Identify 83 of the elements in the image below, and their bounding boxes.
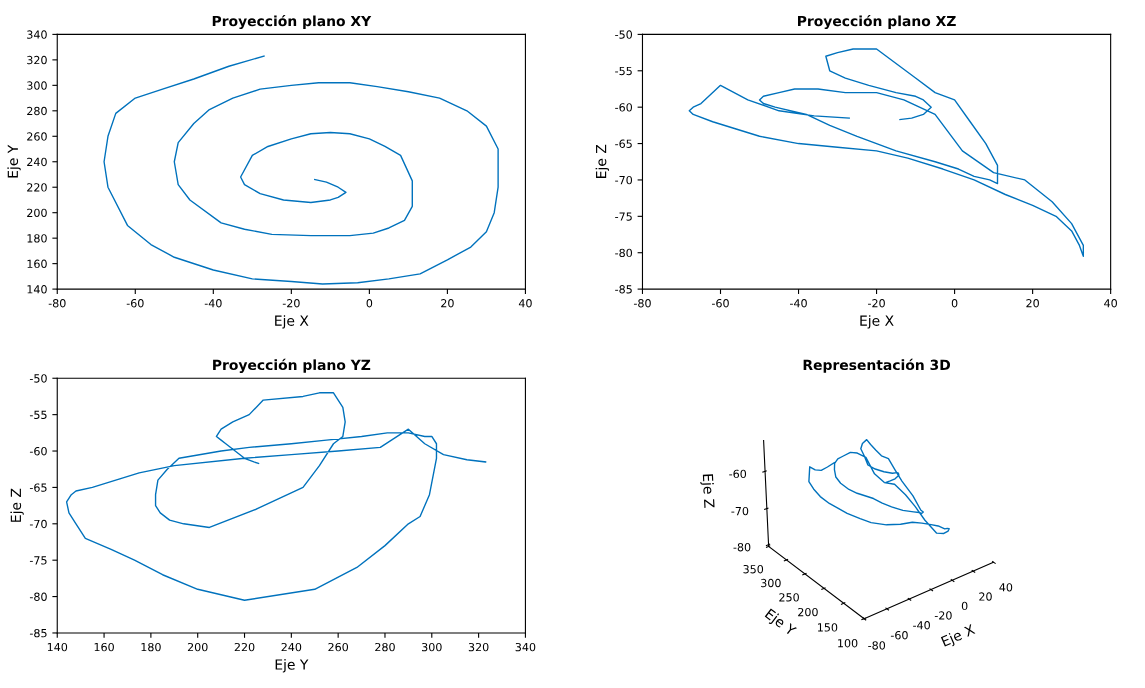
y-tick-label: 220 bbox=[27, 183, 47, 192]
x-tick-label: 20 bbox=[441, 299, 454, 308]
text: 100 bbox=[838, 638, 858, 648]
x-tick-label: -80 bbox=[48, 299, 66, 308]
text: Representación 3D bbox=[803, 358, 951, 373]
text: -60 bbox=[729, 469, 747, 479]
y-tick-label: 260 bbox=[27, 132, 47, 141]
y-tick-label: -75 bbox=[29, 556, 47, 565]
y-tick-label: 320 bbox=[27, 55, 47, 65]
y-tick-label: -80 bbox=[29, 592, 47, 601]
text: -80 bbox=[733, 542, 751, 552]
y-tick-label: -65 bbox=[29, 483, 47, 492]
y-tick-label: 180 bbox=[27, 234, 47, 243]
chart-title: Proyección plano YZ bbox=[213, 358, 371, 373]
y-axis-title: Eje Y bbox=[7, 144, 21, 178]
y-tick-label: -65 bbox=[615, 139, 632, 148]
y-tick-label: -85 bbox=[615, 285, 632, 294]
y-tick-label: 300 bbox=[27, 81, 47, 90]
text: 200 bbox=[798, 607, 818, 617]
y-tick-label: 160 bbox=[27, 259, 47, 269]
text: Eje Z bbox=[699, 474, 715, 509]
x-tick-label: 0 bbox=[366, 299, 373, 308]
chart-title: Proyección plano XY bbox=[212, 14, 372, 30]
x-tick-label: 320 bbox=[468, 642, 489, 652]
x-tick-label: 40 bbox=[518, 299, 532, 308]
text: 300 bbox=[761, 578, 781, 588]
x-tick-label: 0 bbox=[951, 299, 958, 308]
text: Eje Y bbox=[763, 608, 798, 639]
y-tick-label: -70 bbox=[615, 175, 633, 185]
text: -20 bbox=[934, 611, 952, 620]
y-tick-label: -85 bbox=[29, 628, 47, 638]
y-tick-label: 200 bbox=[27, 208, 47, 218]
line-series bbox=[103, 55, 499, 285]
x-axis-title: Eje X bbox=[860, 315, 894, 329]
text: -70 bbox=[731, 506, 749, 516]
x-tick-label: 180 bbox=[141, 642, 161, 652]
x-axis-title: Eje X bbox=[275, 315, 309, 329]
y-tick-label: -55 bbox=[29, 410, 47, 420]
x-tick-label: -60 bbox=[126, 299, 144, 308]
y-tick-label: -55 bbox=[615, 66, 632, 76]
y-tick-label: -50 bbox=[29, 374, 47, 383]
x-tick-label: -20 bbox=[282, 299, 300, 308]
text: 40 bbox=[999, 583, 1013, 592]
text: 350 bbox=[743, 564, 764, 574]
x-tick-label: 160 bbox=[94, 642, 114, 652]
x-tick-label: 20 bbox=[1026, 299, 1039, 308]
y-axis-title: Eje Z bbox=[595, 144, 610, 178]
y-tick-label: -70 bbox=[29, 519, 47, 529]
y-tick-label: 280 bbox=[27, 106, 47, 116]
y-tick-label: 240 bbox=[27, 157, 47, 167]
x-tick-label: -40 bbox=[790, 299, 807, 308]
x-tick-label: 40 bbox=[1104, 299, 1117, 308]
x-tick-label: 220 bbox=[234, 642, 255, 652]
line-series bbox=[688, 48, 1085, 258]
x-tick-label: -60 bbox=[711, 299, 729, 308]
y-tick-label: -80 bbox=[615, 248, 633, 258]
y-tick-label: -60 bbox=[615, 103, 633, 112]
x-axis-title: Eje Y bbox=[275, 658, 309, 673]
y-tick-label: -60 bbox=[29, 447, 47, 456]
text: 0 bbox=[961, 601, 968, 611]
x-tick-label: 300 bbox=[422, 642, 442, 652]
y-tick-label: 140 bbox=[27, 285, 47, 294]
text: -40 bbox=[913, 621, 930, 630]
x-tick-label: 200 bbox=[187, 642, 208, 652]
y-tick-label: -75 bbox=[615, 212, 632, 221]
text: -60 bbox=[890, 631, 908, 640]
x-tick-label: 280 bbox=[375, 642, 395, 652]
x-tick-label: -80 bbox=[633, 299, 651, 308]
y-tick-label: -50 bbox=[615, 30, 633, 39]
x-tick-label: 240 bbox=[281, 642, 302, 652]
text: 250 bbox=[779, 593, 799, 602]
x-tick-label: 260 bbox=[328, 642, 349, 652]
y-axis-title: Eje Z bbox=[10, 488, 24, 522]
x-tick-label: -20 bbox=[868, 299, 885, 308]
chart-title: Proyección plano XZ bbox=[798, 14, 956, 30]
text: Eje X bbox=[940, 623, 977, 650]
y-tick-label: 340 bbox=[27, 30, 47, 39]
x-tick-label: 340 bbox=[515, 642, 536, 652]
x-tick-label: 140 bbox=[47, 642, 68, 652]
text: 150 bbox=[818, 623, 838, 632]
text: 20 bbox=[979, 592, 992, 601]
line-series bbox=[65, 392, 487, 601]
x-tick-label: -40 bbox=[204, 299, 222, 308]
